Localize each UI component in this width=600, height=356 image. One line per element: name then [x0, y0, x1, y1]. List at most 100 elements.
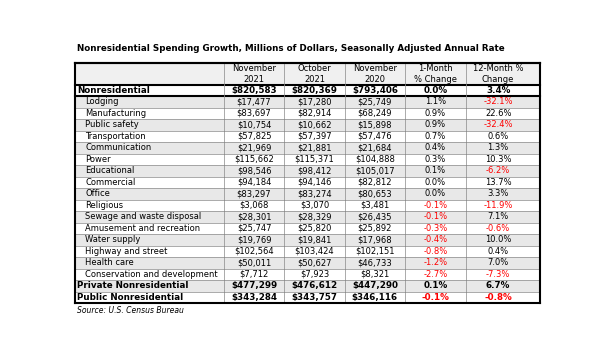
Text: $17,280: $17,280 [297, 98, 332, 106]
Text: $83,297: $83,297 [237, 189, 271, 198]
Text: -0.6%: -0.6% [486, 224, 510, 233]
Text: -0.1%: -0.1% [421, 293, 449, 302]
Bar [75, 188, 540, 200]
Text: 3.4%: 3.4% [486, 86, 511, 95]
Text: 3.3%: 3.3% [487, 189, 509, 198]
Text: $25,747: $25,747 [237, 224, 271, 233]
Text: -0.8%: -0.8% [423, 247, 448, 256]
Bar [75, 165, 540, 177]
Text: -11.9%: -11.9% [484, 201, 513, 210]
Text: -32.1%: -32.1% [484, 98, 513, 106]
Text: 10.3%: 10.3% [485, 155, 511, 164]
Text: $10,662: $10,662 [297, 120, 332, 129]
Text: $82,812: $82,812 [358, 178, 392, 187]
Text: $68,249: $68,249 [358, 109, 392, 118]
Text: $7,712: $7,712 [239, 270, 269, 279]
Text: $447,290: $447,290 [352, 281, 398, 290]
Text: Educational: Educational [85, 166, 134, 176]
Text: Commercial: Commercial [85, 178, 136, 187]
Text: 0.1%: 0.1% [425, 166, 446, 176]
Text: $80,653: $80,653 [358, 189, 392, 198]
Text: $98,546: $98,546 [237, 166, 271, 176]
Text: -2.7%: -2.7% [423, 270, 448, 279]
Bar [75, 63, 540, 85]
Text: Sewage and waste disposal: Sewage and waste disposal [85, 213, 202, 221]
Text: $820,369: $820,369 [292, 86, 337, 95]
Text: $3,481: $3,481 [360, 201, 389, 210]
Bar [75, 269, 540, 280]
Text: Office: Office [85, 189, 110, 198]
Text: Public safety: Public safety [85, 120, 139, 129]
Text: $3,070: $3,070 [300, 201, 329, 210]
Text: Manufacturing: Manufacturing [85, 109, 146, 118]
Text: $115,662: $115,662 [234, 155, 274, 164]
Text: -0.4%: -0.4% [424, 235, 448, 244]
Text: 22.6%: 22.6% [485, 109, 511, 118]
Text: Public Nonresidential: Public Nonresidential [77, 293, 184, 302]
Text: 0.7%: 0.7% [425, 132, 446, 141]
Text: Religious: Religious [85, 201, 124, 210]
Bar [75, 257, 540, 269]
Text: -0.1%: -0.1% [424, 201, 448, 210]
Text: $46,733: $46,733 [358, 258, 392, 267]
Text: -7.3%: -7.3% [486, 270, 511, 279]
Text: 0.1%: 0.1% [423, 281, 448, 290]
Text: $82,914: $82,914 [297, 109, 332, 118]
Text: $57,825: $57,825 [237, 132, 271, 141]
Text: Nonresidential: Nonresidential [77, 86, 150, 95]
Text: 1.3%: 1.3% [488, 143, 509, 152]
Bar [75, 234, 540, 246]
Text: 1-Month
% Change: 1-Month % Change [414, 64, 457, 84]
Text: October
2021: October 2021 [298, 64, 331, 84]
Text: $28,329: $28,329 [297, 213, 332, 221]
Text: $102,151: $102,151 [355, 247, 395, 256]
Text: 0.0%: 0.0% [424, 86, 448, 95]
Text: 1.1%: 1.1% [425, 98, 446, 106]
Bar [75, 246, 540, 257]
Text: $102,564: $102,564 [234, 247, 274, 256]
Text: $83,274: $83,274 [297, 189, 332, 198]
Bar [75, 292, 540, 303]
Text: $21,969: $21,969 [237, 143, 271, 152]
Text: $21,684: $21,684 [358, 143, 392, 152]
Text: $820,583: $820,583 [231, 86, 277, 95]
Text: $346,116: $346,116 [352, 293, 398, 302]
Text: $103,424: $103,424 [295, 247, 334, 256]
Bar [75, 154, 540, 165]
Text: $50,627: $50,627 [297, 258, 332, 267]
Text: 0.3%: 0.3% [425, 155, 446, 164]
Text: Transportation: Transportation [85, 132, 146, 141]
Text: Communication: Communication [85, 143, 151, 152]
Text: $57,397: $57,397 [297, 132, 332, 141]
Text: $94,146: $94,146 [297, 178, 332, 187]
Text: 0.9%: 0.9% [425, 109, 446, 118]
Text: November
2021: November 2021 [232, 64, 276, 84]
Text: $28,301: $28,301 [237, 213, 271, 221]
Text: Health care: Health care [85, 258, 134, 267]
Text: Private Nonresidential: Private Nonresidential [77, 281, 189, 290]
Bar [75, 200, 540, 211]
Text: 6.7%: 6.7% [486, 281, 511, 290]
Text: November
2020: November 2020 [353, 64, 397, 84]
Text: Conservation and development: Conservation and development [85, 270, 218, 279]
Text: $104,888: $104,888 [355, 155, 395, 164]
Text: 0.4%: 0.4% [425, 143, 446, 152]
Text: Source: U.S. Census Bureau: Source: U.S. Census Bureau [77, 307, 184, 315]
Bar [75, 85, 540, 96]
Bar [75, 211, 540, 222]
Text: $10,754: $10,754 [237, 120, 271, 129]
Text: $105,017: $105,017 [355, 166, 395, 176]
Text: $19,769: $19,769 [237, 235, 271, 244]
Text: $3,068: $3,068 [239, 201, 269, 210]
Text: $25,820: $25,820 [297, 224, 332, 233]
Text: 0.0%: 0.0% [425, 189, 446, 198]
Text: -1.2%: -1.2% [424, 258, 448, 267]
Text: $50,011: $50,011 [237, 258, 271, 267]
Text: 0.0%: 0.0% [425, 178, 446, 187]
Text: $25,892: $25,892 [358, 224, 392, 233]
Bar [75, 131, 540, 142]
Text: $477,299: $477,299 [231, 281, 277, 290]
Bar [75, 108, 540, 119]
Text: -0.8%: -0.8% [484, 293, 512, 302]
Text: $25,749: $25,749 [358, 98, 392, 106]
